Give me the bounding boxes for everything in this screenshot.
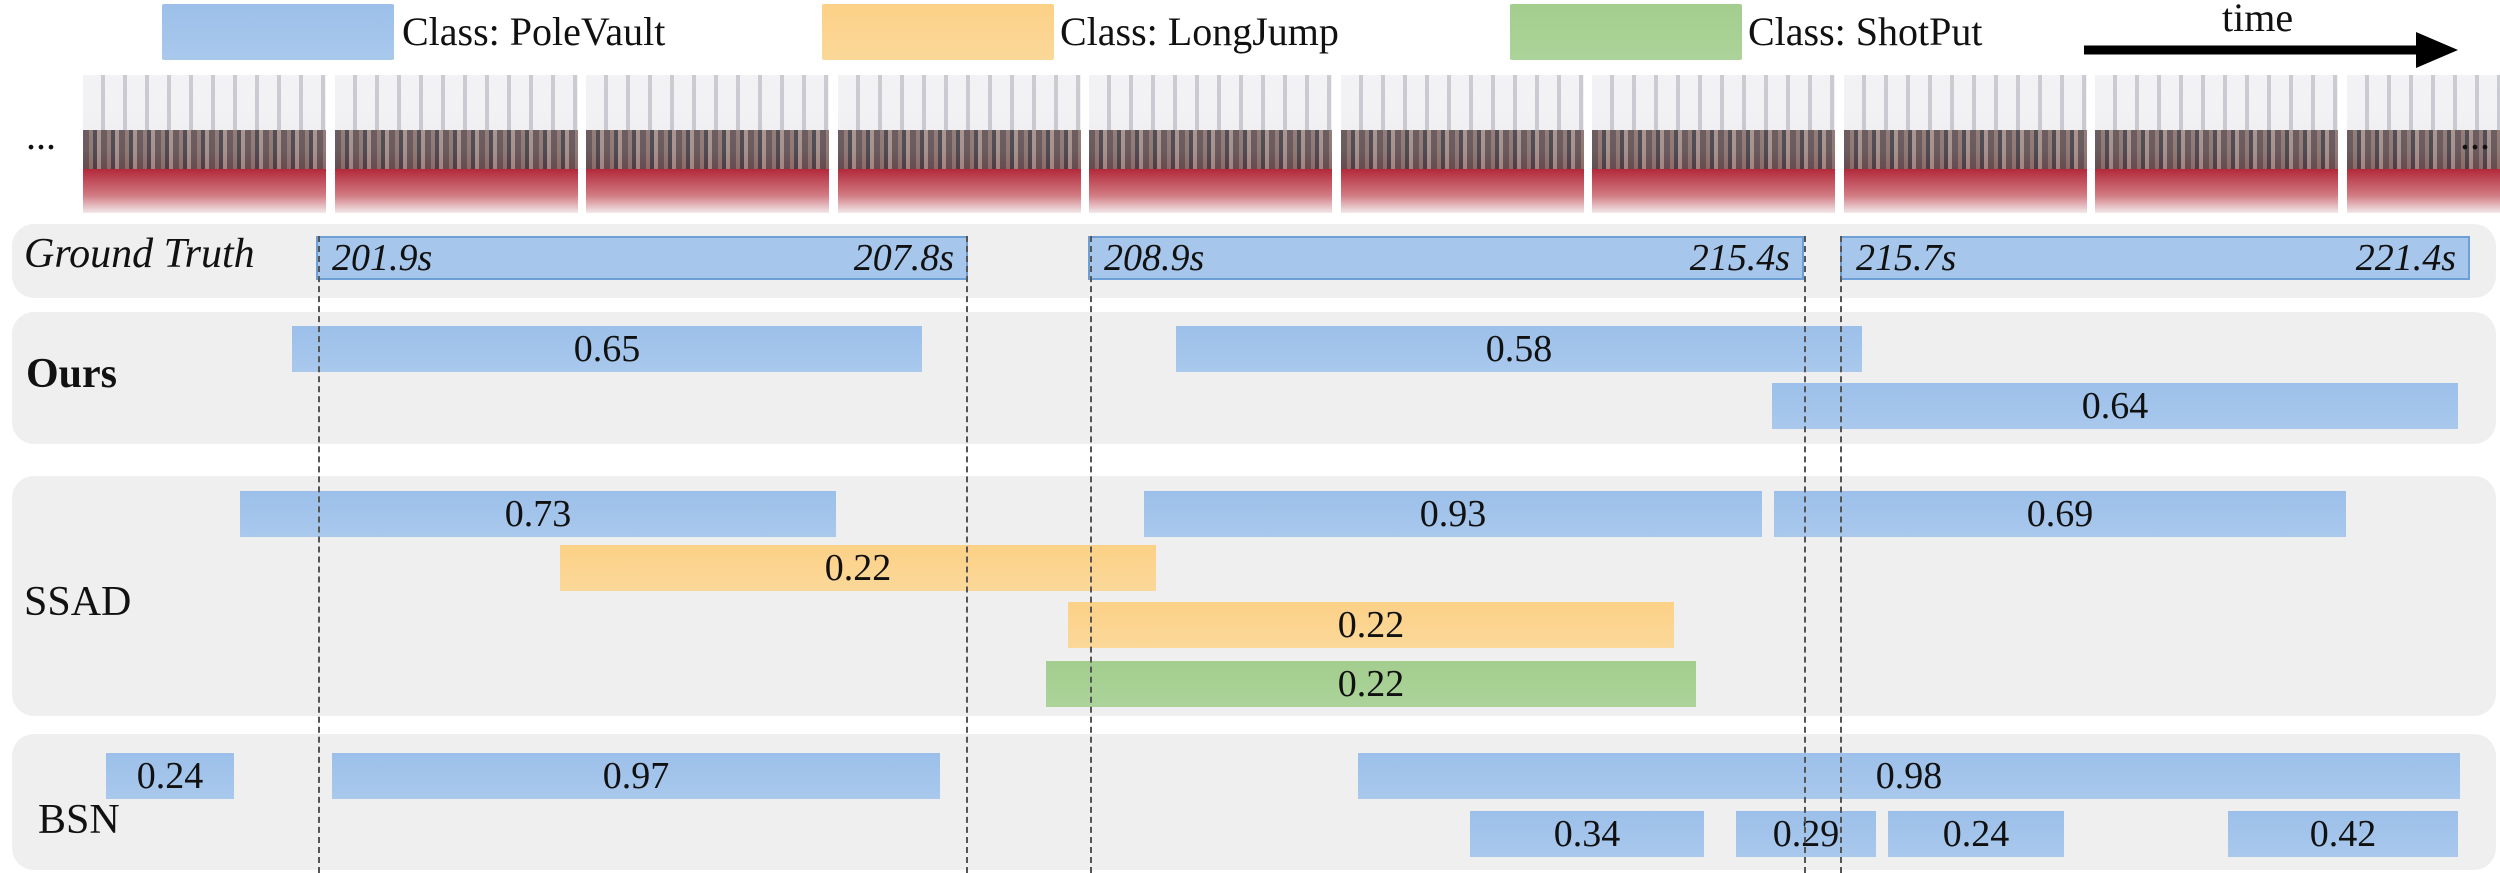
video-frame (2345, 74, 2500, 214)
prediction-bar: 0.29 (1736, 811, 1876, 857)
legend-swatch-longjump (822, 4, 1054, 60)
frame-track (1340, 168, 1584, 213)
frame-crowd (334, 130, 578, 169)
gt-start-time: 201.9s (332, 237, 433, 279)
ground-truth-segment: 215.7s 221.4s (1840, 236, 2470, 280)
prediction-bar: 0.64 (1772, 383, 2458, 429)
gt-start-time: 215.7s (1856, 237, 1957, 279)
video-frame (1591, 74, 1836, 214)
prediction-bar: 0.22 (1068, 602, 1674, 648)
ssad-title: SSAD (24, 579, 132, 625)
gt-boundary-line (318, 236, 320, 873)
frame-roof (1843, 75, 2087, 131)
frame-crowd (1843, 130, 2087, 169)
prediction-bar: 0.98 (1358, 753, 2460, 799)
time-arrow-icon (2084, 32, 2458, 68)
video-frame (1088, 74, 1333, 214)
gt-boundary-line (1090, 236, 1092, 873)
video-frame (2094, 74, 2339, 214)
legend-label-longjump: Class: LongJump (1060, 9, 1339, 54)
gt-end-time: 215.4s (1689, 237, 1790, 279)
frame-roof (334, 75, 578, 131)
prediction-bar: 0.24 (1888, 811, 2064, 857)
gt-boundary-line (1804, 236, 1806, 873)
prediction-bar: 0.69 (1774, 491, 2346, 537)
frames-ellipsis-left: ... (26, 113, 56, 158)
frame-track (1089, 168, 1332, 213)
frame-roof (2095, 75, 2338, 131)
prediction-bar: 0.22 (560, 545, 1156, 591)
frame-crowd (1592, 130, 1835, 169)
frames-ellipsis-right: ... (2460, 113, 2490, 158)
bsn-title: BSN (38, 797, 120, 843)
frame-roof (837, 75, 1081, 131)
frame-crowd (1340, 130, 1584, 169)
video-frame (1842, 74, 2088, 214)
prediction-bar: 0.73 (240, 491, 836, 537)
frame-crowd (586, 130, 829, 169)
ground-truth-segment: 201.9s 207.8s (316, 236, 968, 280)
frame-track (2346, 168, 2500, 213)
ours-title: Ours (26, 351, 118, 397)
prediction-bar: 0.97 (332, 753, 940, 799)
frame-roof (1340, 75, 1584, 131)
frame-track (1843, 168, 2087, 213)
frame-track (83, 168, 326, 213)
frame-track (334, 168, 578, 213)
time-label: time (2222, 0, 2294, 40)
legend-label-polevault: Class: PoleVault (402, 9, 666, 54)
ground-truth-segment: 208.9s 215.4s (1088, 236, 1804, 280)
prediction-bar: 0.65 (292, 326, 922, 372)
gt-boundary-line (966, 236, 968, 873)
frame-track (1592, 168, 1835, 213)
frame-track (586, 168, 829, 213)
prediction-bar: 0.24 (106, 753, 234, 799)
gt-boundary-line (1840, 236, 1842, 873)
legend-swatch-shotput (1510, 4, 1742, 60)
frame-roof (1089, 75, 1332, 131)
frame-roof (83, 75, 326, 131)
legend-swatch-polevault (162, 4, 394, 60)
gt-end-time: 207.8s (853, 237, 954, 279)
prediction-bar: 0.58 (1176, 326, 1862, 372)
prediction-bar: 0.22 (1046, 661, 1696, 707)
frame-roof (586, 75, 829, 131)
video-frame (585, 74, 830, 214)
legend-label-shotput: Class: ShotPut (1748, 9, 1983, 54)
prediction-bar: 0.34 (1470, 811, 1704, 857)
frame-crowd (83, 130, 326, 169)
video-frame (836, 74, 1082, 214)
video-frame (82, 74, 327, 214)
frame-roof (2346, 75, 2500, 131)
video-frame (1339, 74, 1585, 214)
prediction-bar: 0.42 (2228, 811, 2458, 857)
frame-track (837, 168, 1081, 213)
gt-start-time: 208.9s (1104, 237, 1205, 279)
ground-truth-title: Ground Truth (24, 231, 255, 277)
frame-crowd (1089, 130, 1332, 169)
frame-track (2095, 168, 2338, 213)
prediction-bar: 0.93 (1144, 491, 1762, 537)
frame-crowd (2095, 130, 2338, 169)
gt-end-time: 221.4s (2355, 237, 2456, 279)
video-frame (333, 74, 579, 214)
frame-crowd (2346, 130, 2500, 169)
frame-crowd (837, 130, 1081, 169)
frame-roof (1592, 75, 1835, 131)
